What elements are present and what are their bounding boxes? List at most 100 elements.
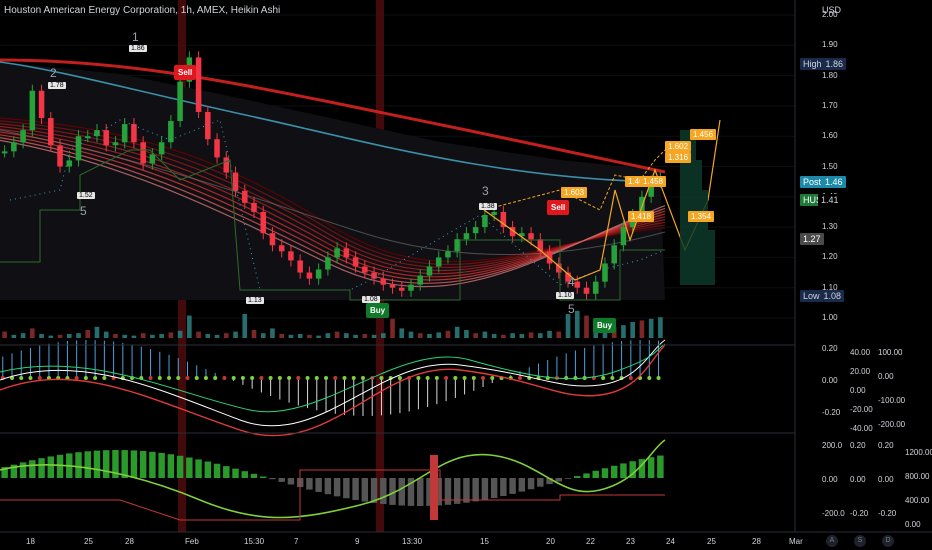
candle-body [362,266,368,273]
momentum-bar [629,461,636,478]
momentum-bar [102,450,110,478]
wave-number: 2 [50,66,57,80]
momentum-bar [250,473,258,478]
volume-bar [510,333,515,338]
zero-cross-dot [231,376,236,380]
zero-cross-dot [333,376,338,380]
pivot-low-label: 1.08 [362,296,380,303]
momentum-bar [490,478,498,498]
candle-body [103,130,109,146]
candle-body [205,111,211,140]
volume-bar [140,333,146,338]
volume-bar [187,315,192,338]
wave-number: 5 [568,302,575,316]
volume-bar [39,334,44,338]
volume-bar [639,320,645,338]
zero-cross-dot [342,376,347,380]
price-tick-label: 1.00 [822,313,838,322]
candle-body [500,211,507,228]
momentum-bar [158,452,165,478]
candle-body [20,130,26,143]
time-tick-label: 20 [546,537,555,546]
candle-body [232,172,239,191]
volume-bars [2,310,663,338]
volume-bar [602,328,608,338]
time-tick-label: 7 [294,537,299,546]
candle-body [29,90,36,131]
osc2-scale-label: -200.0 [822,509,845,518]
zero-cross-dot [471,376,476,380]
momentum-bar [47,456,55,478]
zero-cross-dot [305,376,310,380]
momentum-bar [398,478,406,506]
zero-cross-dot [148,376,153,380]
osc2-scale-label: 0.00 [905,520,921,529]
momentum-bar [75,452,82,478]
volume-bar [150,334,155,338]
sell-signal: Sell [174,65,197,80]
candle-body [491,211,497,215]
price-tag-value: 1.27 [803,234,821,244]
pivot-low-label: 1.10 [556,292,574,299]
volume-bar [574,310,580,338]
candle-body [48,118,54,146]
supertrend-line [0,149,665,301]
s-icon[interactable]: S [854,535,866,547]
momentum-bar [620,463,627,478]
time-tick-label: 18 [26,537,35,546]
momentum-bar [324,478,332,495]
candle-body [519,233,525,237]
momentum-bar [19,462,27,478]
candle-body [537,239,544,252]
momentum-bar [38,458,45,478]
zero-cross-dot [19,376,24,380]
price-tag-key: High [803,59,822,69]
candle-body [528,233,534,240]
momentum-bar [306,478,313,490]
zero-cross-dot [185,376,190,380]
candle-body [66,160,73,167]
zero-cross-dot [213,376,218,380]
volume-bar [501,334,506,338]
ema-ribbon-line [0,117,666,263]
momentum-bar [29,460,36,478]
fib-level-label: 1.316 [665,152,692,163]
volume-bar [223,333,229,338]
pivot-high-label: 1.86 [129,45,147,52]
d-icon[interactable]: D [882,535,894,547]
volume-bar [362,334,368,338]
candle-body [288,251,294,261]
candle-body [38,90,45,119]
a-icon[interactable]: A [826,535,838,547]
zero-cross-dot [434,376,439,380]
osc1-scale-label: 0.00 [822,376,838,385]
osc1-scale-label: -0.20 [822,408,841,417]
candle-body [112,142,119,146]
osc2-scale-label: -0.20 [850,509,869,518]
price-tag: 1.27 [800,233,824,245]
momentum-bar [213,463,221,478]
momentum-bar [389,478,396,505]
candle-body [352,257,359,267]
volume-bar [260,333,266,338]
momentum-bar [555,478,563,482]
price-tag-value: 1.08 [823,291,842,301]
volume-bar [122,334,127,338]
price-tick-label: 1.70 [822,100,838,110]
volume-profile-bar [680,160,702,190]
volume-bar [103,331,109,338]
pivot-low-label: 1.13 [246,297,264,304]
signal-line [0,344,666,437]
osc2-scale-label: 800.00 [905,472,930,481]
fib-projection-line [483,149,666,211]
volume-bar [233,331,238,338]
indicator-overlays [0,119,721,301]
zero-cross-dot [647,376,652,380]
time-tick-label: 15 [480,537,489,546]
zero-cross-dot [360,376,365,380]
zero-cross-dot [240,376,245,380]
momentum-bar [167,454,175,478]
momentum-bar [343,478,350,499]
momentum-bar [592,470,599,478]
